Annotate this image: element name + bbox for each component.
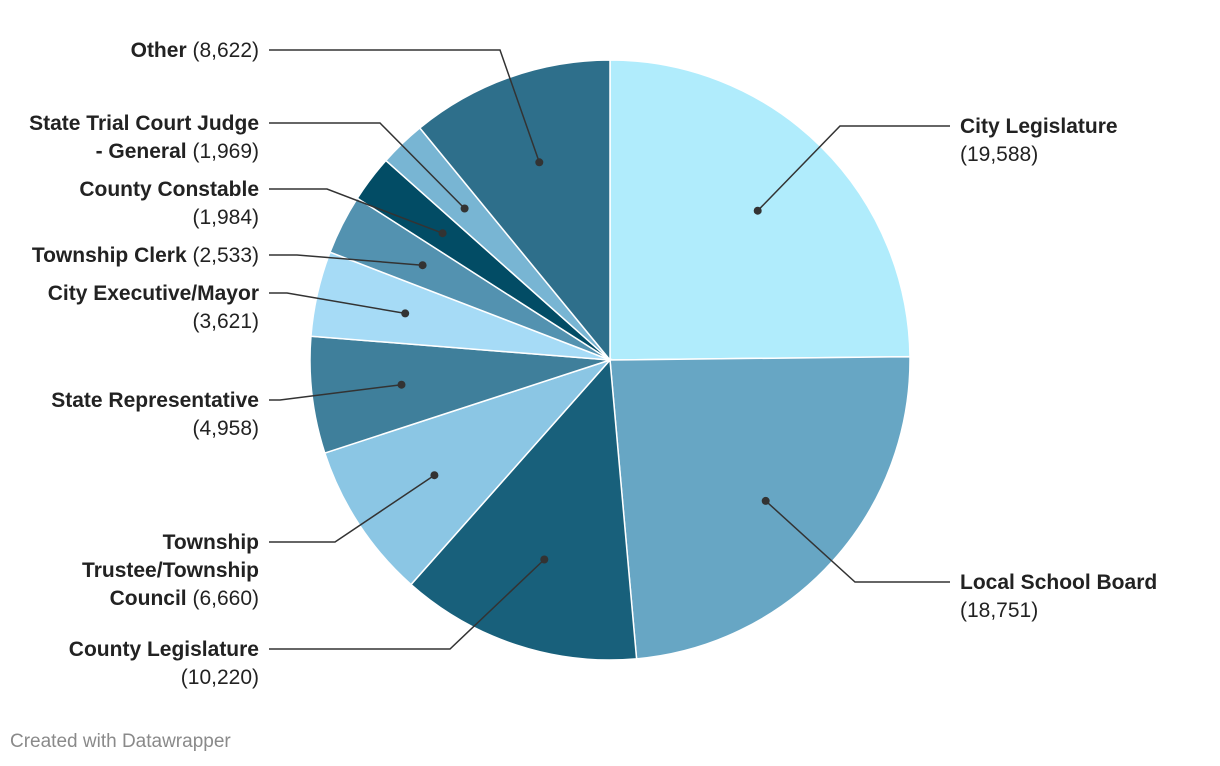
slice-label-other: Other (8,622) xyxy=(131,39,259,62)
leader-line-local-school-board xyxy=(765,500,950,583)
leader-line-township-clerk xyxy=(269,254,423,266)
slice-label-state-representative: State Representative (4,958) xyxy=(51,389,259,440)
leader-line-state-trial-court-judge-general xyxy=(269,122,466,210)
leader-line-county-legislature xyxy=(269,558,545,650)
slice-label-city-executive-mayor: City Executive/Mayor (3,621) xyxy=(48,282,259,333)
slice-labels: City Legislature (19,588) Local School Boa… xyxy=(29,39,1157,689)
slice-label-township-clerk: Township Clerk (2,533) xyxy=(32,244,259,267)
leader-dot-local-school-board xyxy=(761,496,770,505)
pie-slice-local-school-board xyxy=(609,355,911,660)
leader-dot-city-executive-mayor xyxy=(401,309,410,318)
leader-lines xyxy=(269,49,950,650)
slice-label-township-trustee-township-council: Township Trustee/Township Council (6,660) xyxy=(82,531,259,610)
leader-line-township-trustee-township-council xyxy=(269,474,435,543)
leader-line-state-representative xyxy=(269,383,402,401)
leader-dot-township-trustee-township-council xyxy=(430,471,439,480)
slice-label-state-trial-court-judge-general: State Trial Court Judge - General (1,969) xyxy=(29,112,259,163)
leader-line-city-legislature xyxy=(757,125,950,212)
slice-label-county-legislature: County Legislature (10,220) xyxy=(69,638,259,689)
slice-label-city-legislature: City Legislature (19,588) xyxy=(960,115,1118,166)
leader-line-other xyxy=(269,49,541,163)
leader-line-county-constable xyxy=(269,188,443,234)
leader-dot-township-clerk xyxy=(418,261,427,270)
slice-label-county-constable: County Constable (1,984) xyxy=(79,178,259,229)
leader-dot-other xyxy=(535,158,544,167)
leader-dot-county-legislature xyxy=(540,555,549,564)
slice-label-local-school-board: Local School Board (18,751) xyxy=(960,571,1157,622)
leader-dot-county-constable xyxy=(438,229,447,238)
leader-dot-state-representative xyxy=(397,380,406,389)
pie-slices xyxy=(309,59,911,661)
pie-slice-township-trustee-township-council xyxy=(323,358,613,586)
leader-dot-city-legislature xyxy=(753,206,762,215)
pie-slice-county-legislature xyxy=(409,358,638,661)
leader-line-city-executive-mayor xyxy=(269,292,406,315)
leader-dot-state-trial-court-judge-general xyxy=(460,204,469,213)
datawrapper-credit: Created with Datawrapper xyxy=(10,731,231,752)
